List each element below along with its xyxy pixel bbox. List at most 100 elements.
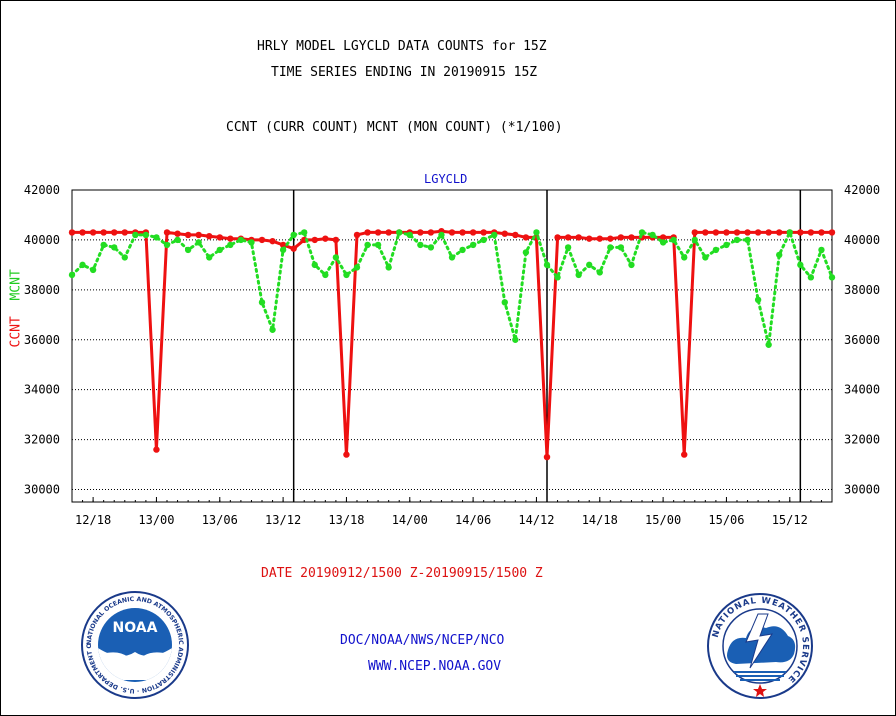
point-mcnt — [670, 236, 677, 244]
point-ccnt — [765, 229, 772, 236]
point-mcnt — [818, 246, 825, 254]
point-mcnt — [332, 254, 340, 261]
point-mcnt — [733, 236, 741, 244]
point-ccnt — [111, 229, 118, 236]
point-ccnt — [744, 229, 751, 236]
point-mcnt — [121, 254, 128, 261]
point-ccnt — [343, 451, 350, 458]
org-name: DOC/NOAA/NWS/NCEP/NCO — [340, 633, 505, 648]
point-mcnt — [638, 229, 646, 236]
point-ccnt — [691, 229, 698, 236]
point-mcnt — [607, 244, 614, 251]
point-ccnt — [459, 229, 466, 236]
point-mcnt — [649, 231, 656, 239]
x-tick-14/12: 14/12 — [518, 513, 554, 527]
point-ccnt — [290, 245, 297, 252]
y-tick-left-32000: 32000 — [24, 433, 60, 447]
point-mcnt — [786, 229, 793, 236]
point-mcnt — [628, 261, 635, 269]
x-tick-13/12: 13/12 — [265, 513, 301, 527]
point-mcnt — [564, 244, 572, 251]
point-mcnt — [184, 246, 192, 254]
point-mcnt — [385, 264, 392, 271]
point-mcnt — [142, 231, 150, 239]
chart-subtitle: CCNT (CURR COUNT) MCNT (MON COUNT) (*1/1… — [226, 120, 563, 135]
point-mcnt — [216, 246, 223, 254]
point-mcnt — [469, 241, 477, 249]
point-ccnt — [100, 229, 107, 236]
point-ccnt — [554, 234, 561, 241]
point-mcnt — [374, 241, 382, 249]
point-ccnt — [195, 231, 202, 239]
point-mcnt — [596, 269, 603, 276]
point-mcnt — [744, 236, 751, 244]
point-mcnt — [79, 261, 86, 269]
y-tick-left-38000: 38000 — [24, 283, 60, 297]
point-mcnt — [111, 244, 118, 251]
point-ccnt — [216, 234, 223, 241]
point-mcnt — [586, 261, 593, 269]
noaa-logo-text: NOAA — [113, 620, 158, 636]
point-mcnt — [427, 244, 435, 251]
point-mcnt — [491, 231, 498, 239]
point-ccnt — [427, 229, 435, 236]
point-mcnt — [522, 249, 530, 256]
point-mcnt — [448, 254, 456, 261]
point-mcnt — [575, 271, 582, 279]
point-mcnt — [776, 251, 783, 259]
point-ccnt — [153, 446, 160, 453]
point-mcnt — [501, 299, 508, 306]
y-tick-right-42000: 42000 — [844, 183, 880, 197]
point-ccnt — [353, 231, 361, 239]
point-mcnt — [290, 231, 297, 239]
point-ccnt — [512, 231, 519, 239]
y-tick-left-34000: 34000 — [24, 383, 60, 397]
panel-title: LGYCLD — [424, 172, 468, 186]
point-ccnt — [628, 234, 635, 241]
point-mcnt — [712, 246, 720, 254]
point-ccnt — [480, 229, 487, 236]
point-mcnt — [533, 229, 540, 236]
point-mcnt — [206, 254, 213, 261]
point-mcnt — [258, 299, 266, 306]
point-ccnt — [818, 229, 825, 236]
point-ccnt — [754, 229, 762, 236]
point-mcnt — [301, 229, 308, 236]
point-ccnt — [206, 232, 213, 240]
point-ccnt — [89, 229, 97, 236]
point-ccnt — [543, 453, 551, 461]
point-ccnt — [807, 229, 815, 236]
point-mcnt — [512, 336, 519, 343]
y-tick-left-30000: 30000 — [24, 483, 60, 497]
y-tick-right-40000: 40000 — [844, 233, 880, 247]
chart-title-line1: HRLY MODEL LGYCLD DATA COUNTS for 15Z — [257, 39, 547, 54]
point-mcnt — [68, 271, 76, 279]
point-mcnt — [691, 236, 698, 244]
point-ccnt — [575, 234, 582, 241]
point-ccnt — [311, 236, 318, 244]
point-ccnt — [332, 236, 340, 244]
point-ccnt — [469, 229, 477, 236]
point-mcnt — [765, 341, 772, 348]
point-ccnt — [174, 230, 181, 237]
point-mcnt — [343, 271, 350, 279]
point-mcnt — [396, 229, 403, 236]
point-mcnt — [279, 246, 287, 254]
point-mcnt — [322, 271, 329, 279]
point-ccnt — [227, 235, 234, 242]
point-ccnt — [712, 229, 720, 236]
chart-title-line2: TIME SERIES ENDING IN 20190915 15Z — [271, 65, 538, 80]
x-tick-13/18: 13/18 — [328, 513, 364, 527]
point-ccnt — [258, 236, 266, 244]
point-mcnt — [659, 239, 667, 246]
y-tick-right-30000: 30000 — [844, 483, 880, 497]
point-mcnt — [153, 234, 160, 241]
x-tick-12/18: 12/18 — [75, 513, 111, 527]
point-mcnt — [237, 236, 245, 244]
y-tick-right-32000: 32000 — [844, 433, 880, 447]
point-mcnt — [132, 231, 139, 239]
y-tick-left-40000: 40000 — [24, 233, 60, 247]
point-ccnt — [364, 229, 371, 236]
point-ccnt — [163, 229, 171, 236]
